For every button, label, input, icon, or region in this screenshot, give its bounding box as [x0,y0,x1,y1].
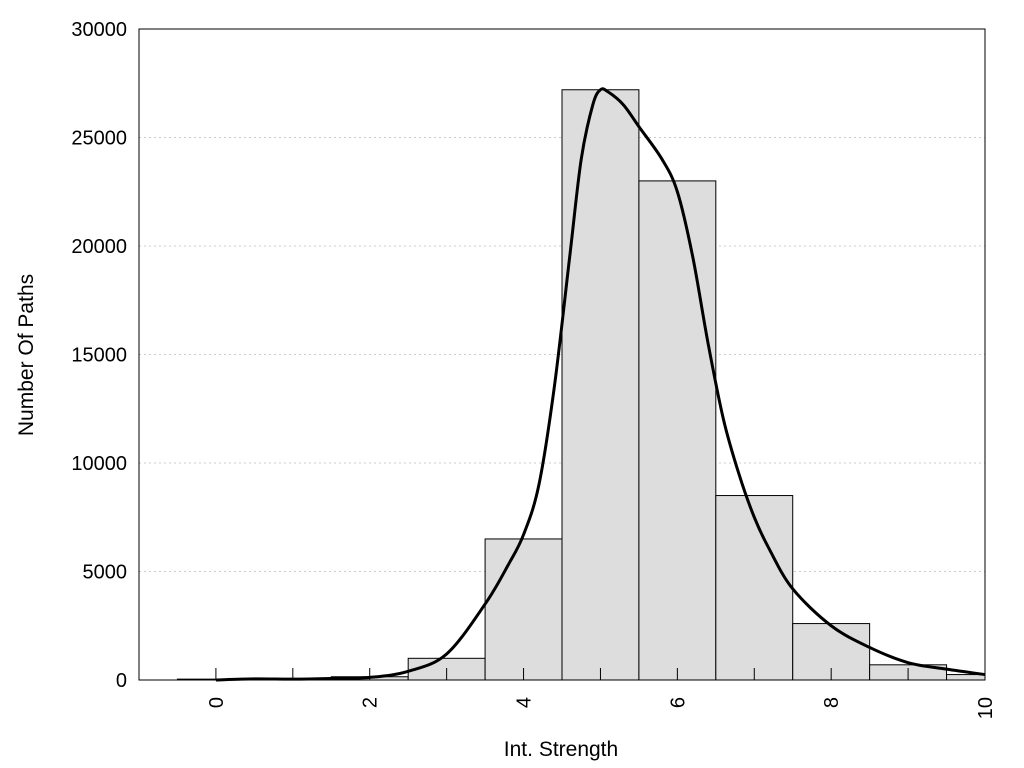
density-curve [215,87,986,682]
y-axis-title: Number Of Paths [15,274,38,436]
histogram-bar [638,180,717,681]
y-tick-label: 20000 [71,236,127,258]
x-tick-label: 6 [667,697,689,708]
x-tick-label: 10 [975,697,997,719]
histogram-bar [484,538,563,681]
axis-ticks: 0 5000 10000 15000 20000 25000 30000 0 2 4 6 8 10 [71,19,997,719]
x-tick-label: 8 [821,697,843,708]
y-tick-label: 15000 [71,345,127,367]
x-tick-label: 0 [206,697,228,708]
x-tick-label: 4 [514,697,536,708]
y-tick-label: 5000 [83,562,128,584]
y-tick-label: 10000 [71,453,127,475]
plot-frame [138,28,986,681]
y-tick-label: 25000 [71,128,127,150]
y-tick-label: 0 [116,670,127,692]
density-curve-line [215,87,986,682]
histogram-bar [715,495,794,681]
histogram-bar [946,674,986,681]
histogram-bar [561,89,640,681]
grid-lines [139,137,985,572]
y-tick-label: 30000 [71,19,127,41]
x-axis-title: Int. Strength [504,738,618,761]
bars [176,89,986,681]
x-tick-label: 2 [360,697,382,708]
